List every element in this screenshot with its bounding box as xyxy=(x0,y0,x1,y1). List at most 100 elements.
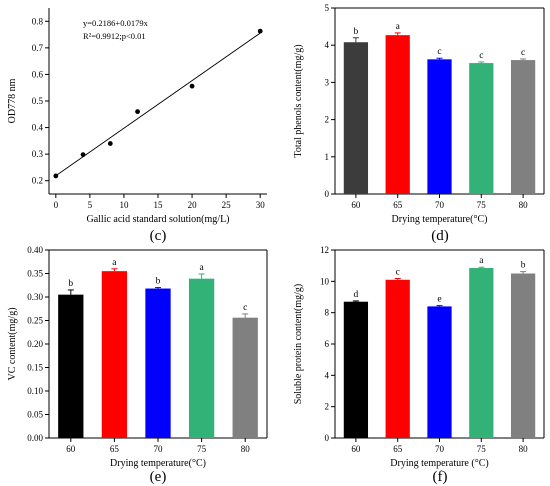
data-point xyxy=(257,28,263,34)
significance-letter: a xyxy=(199,263,204,273)
bar xyxy=(469,268,494,438)
bar xyxy=(510,60,536,194)
panel-f: 0 2 4 6 8 10 12 d 60 c 65 e 70 a 75 b 80 Drying temperatu… xyxy=(293,245,545,485)
data-point xyxy=(53,173,59,179)
bar xyxy=(427,59,452,194)
y-axis-label: VC content(mg/g) xyxy=(7,307,18,380)
bar xyxy=(101,271,128,438)
bar xyxy=(385,279,410,438)
y-tick-label: 0 xyxy=(325,189,330,199)
x-axis-label: Drying temperature(°C) xyxy=(110,458,206,469)
y-axis-label: OD778 nm xyxy=(7,78,18,123)
y-tick-label: 0.30 xyxy=(27,292,43,302)
y-tick-label: 2 xyxy=(325,115,330,125)
panel-label: (c) xyxy=(150,228,167,244)
x-tick-label: 60 xyxy=(66,444,76,454)
x-tick-label: 65 xyxy=(110,444,120,454)
x-tick-label: 80 xyxy=(241,444,251,454)
x-tick-label: 20 xyxy=(188,200,198,210)
x-tick-label: 0 xyxy=(54,200,59,210)
panel-label: (d) xyxy=(431,228,449,244)
data-point xyxy=(135,109,140,115)
y-tick-label: 0.40 xyxy=(27,245,43,255)
significance-letter: b xyxy=(68,279,73,289)
x-tick-label: 60 xyxy=(351,444,361,454)
fit-equation: y=0.2186+0.0179x xyxy=(83,18,149,28)
y-tick-label: 3 xyxy=(325,77,330,87)
fit-statistics: R²=0.9912;p<0.01 xyxy=(83,31,146,41)
data-point xyxy=(189,83,195,89)
y-tick-label: 4 xyxy=(325,40,330,50)
y-tick-label: 0.6 xyxy=(32,69,44,79)
y-tick-label: 10 xyxy=(320,276,330,286)
significance-letter: e xyxy=(437,295,441,305)
bar xyxy=(510,273,536,438)
significance-letter: a xyxy=(112,258,117,268)
y-tick-label: 0.8 xyxy=(32,16,44,26)
bar xyxy=(469,63,494,194)
y-tick-label: 0.00 xyxy=(27,433,43,443)
x-axis-label: Drying temperature(°C) xyxy=(392,214,488,225)
y-tick-label: 0.05 xyxy=(27,410,43,420)
significance-letter: a xyxy=(479,256,484,266)
fit-line xyxy=(55,32,261,177)
significance-letter: a xyxy=(396,22,401,32)
significance-letter: c xyxy=(243,303,247,313)
y-tick-label: 0.20 xyxy=(27,339,43,349)
y-tick-label: 0.15 xyxy=(27,363,43,373)
y-tick-label: 5 xyxy=(325,3,330,13)
x-tick-label: 5 xyxy=(88,200,93,210)
y-tick-label: 0.10 xyxy=(27,386,43,396)
x-tick-label: 60 xyxy=(351,200,361,210)
x-tick-label: 65 xyxy=(393,200,403,210)
x-tick-label: 75 xyxy=(477,444,487,454)
x-tick-label: 80 xyxy=(519,444,529,454)
x-tick-label: 65 xyxy=(393,444,403,454)
bar xyxy=(188,278,215,438)
y-tick-label: 8 xyxy=(325,308,330,318)
bar xyxy=(343,301,369,438)
y-tick-label: 0.3 xyxy=(32,149,44,159)
panel-label: (f) xyxy=(433,469,448,485)
bar xyxy=(232,317,258,438)
significance-letter: c xyxy=(521,48,525,58)
data-point xyxy=(80,152,86,158)
y-tick-label: 6 xyxy=(325,339,330,349)
panel-c: 0.2 0.3 0.4 0.5 0.6 0.7 0.8 0 5 10 15 20 25 30 y=0.218… xyxy=(7,8,267,244)
y-tick-label: 0.25 xyxy=(27,316,43,326)
y-tick-label: 2 xyxy=(325,402,330,412)
x-tick-label: 70 xyxy=(435,444,445,454)
significance-letter: b xyxy=(354,27,359,37)
panel-label: (e) xyxy=(150,469,167,485)
x-tick-label: 10 xyxy=(119,200,129,210)
x-tick-label: 80 xyxy=(519,200,529,210)
significance-letter: b xyxy=(521,261,526,271)
y-tick-label: 1 xyxy=(325,152,330,162)
significance-letter: b xyxy=(156,277,161,287)
x-tick-label: 75 xyxy=(197,444,207,454)
y-tick-label: 0.7 xyxy=(32,43,44,53)
bar xyxy=(385,35,410,194)
panel-d: 0 1 2 3 4 5 b 60 a 65 c 70 c 75 c 80 Drying temperature(… xyxy=(293,3,545,244)
bar xyxy=(427,306,452,438)
x-tick-label: 15 xyxy=(154,200,164,210)
x-tick-label: 75 xyxy=(477,200,487,210)
x-tick-label: 70 xyxy=(435,200,445,210)
bar xyxy=(58,294,84,438)
x-tick-label: 70 xyxy=(154,444,164,454)
data-point xyxy=(107,141,113,146)
x-axis-label: Drying temperature (°C) xyxy=(390,458,488,469)
y-tick-label: 0.2 xyxy=(32,176,43,186)
x-tick-label: 25 xyxy=(222,200,232,210)
significance-letter: c xyxy=(437,47,441,57)
panel-e: 0.00 0.05 0.10 0.15 0.20 0.25 0.30 0.35 0.40 b 60 a… xyxy=(7,245,268,485)
y-tick-label: 0.35 xyxy=(27,269,43,279)
y-tick-label: 0 xyxy=(325,433,330,443)
y-tick-label: 0.4 xyxy=(32,123,44,133)
y-tick-label: 0.5 xyxy=(32,96,44,106)
y-tick-label: 12 xyxy=(320,245,329,255)
bar xyxy=(145,288,171,438)
y-axis-label: Soluble protein content(mg/g) xyxy=(293,284,304,405)
y-axis-label: Total phenols content(mg/g) xyxy=(293,44,304,157)
